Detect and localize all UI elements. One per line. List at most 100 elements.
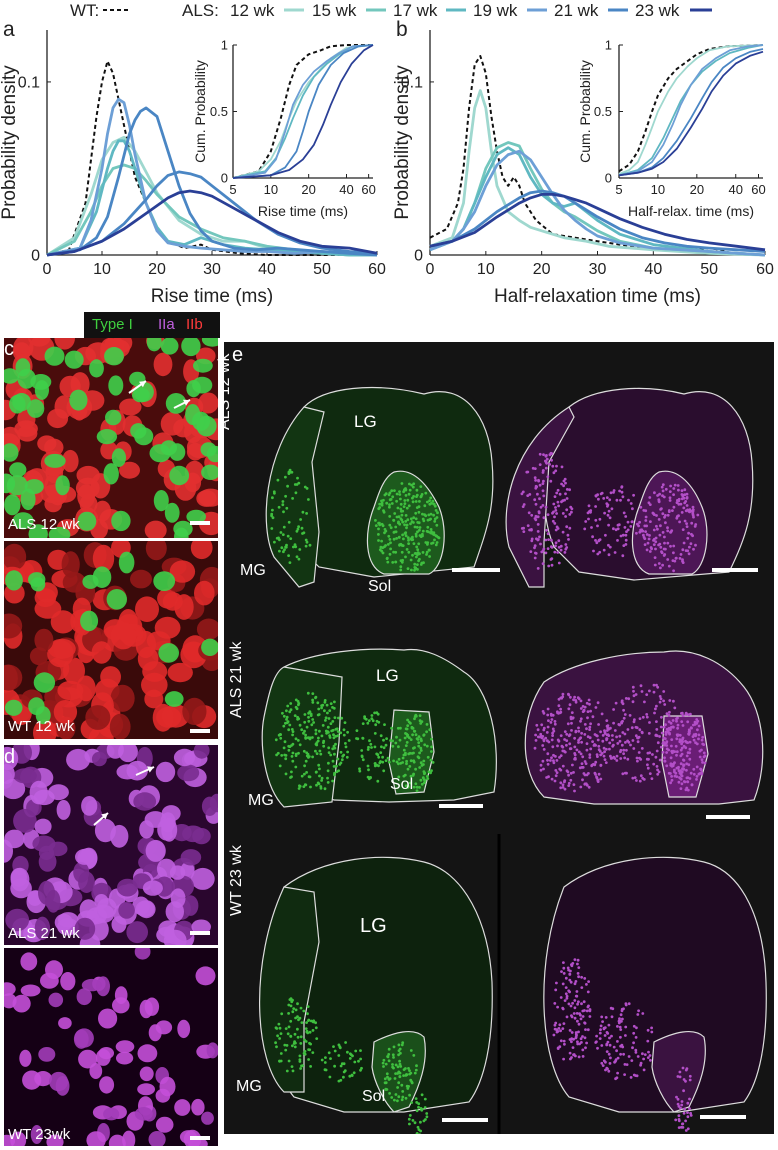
fiber-dot xyxy=(546,513,550,516)
fiber-dot xyxy=(525,470,529,474)
fiber-dot xyxy=(546,475,550,479)
fiber-dot xyxy=(310,723,314,727)
fiber-dot xyxy=(419,485,423,488)
fiber-dot xyxy=(568,990,571,994)
fiber-dot xyxy=(414,567,417,570)
fiber-dot xyxy=(629,502,633,505)
fiber-dot xyxy=(332,733,335,737)
fiber-dot xyxy=(597,497,600,501)
fiber-dot xyxy=(623,1063,627,1066)
fiber-dot xyxy=(319,752,323,756)
fiber-dot xyxy=(370,717,374,720)
fiber-dot xyxy=(345,755,349,759)
fiber-dot xyxy=(405,506,409,510)
fiber-dot xyxy=(435,523,439,527)
muscle-fiber xyxy=(109,713,131,739)
fiber-dot xyxy=(627,1055,631,1058)
fiber-dot xyxy=(420,561,424,565)
b-main-xtick-label: 50 xyxy=(700,261,718,278)
fiber-dot xyxy=(592,762,595,766)
fiber-dot xyxy=(408,1069,411,1072)
fiber-dot xyxy=(414,534,418,538)
fiber-dot xyxy=(393,512,397,515)
fiber-dot xyxy=(580,740,583,744)
fiber-dot xyxy=(423,504,427,508)
fiber-dot xyxy=(646,1039,650,1043)
fiber-dot xyxy=(634,1048,638,1052)
fiber-dot xyxy=(619,1052,622,1056)
fiber-dot xyxy=(605,719,609,722)
fiber-dot xyxy=(533,546,536,550)
muscle-fiber-dots xyxy=(270,451,707,1134)
fiber-dot xyxy=(302,785,306,788)
fiber-dot xyxy=(430,745,433,749)
fiber-dot xyxy=(635,779,638,782)
fiber-dot xyxy=(670,744,673,748)
fiber-dot xyxy=(596,755,599,758)
fiber-dot xyxy=(400,1083,404,1087)
fiber-dot xyxy=(608,741,612,745)
fiber-dot xyxy=(576,1040,579,1044)
fiber-dot xyxy=(350,1074,354,1077)
fiber-dot xyxy=(654,547,657,551)
fiber-dot xyxy=(311,698,314,702)
fiber-dot xyxy=(326,725,330,729)
fiber-dot xyxy=(375,711,379,715)
fiber-dot xyxy=(418,766,422,769)
fiber-dot xyxy=(396,1086,399,1089)
fiber-dot xyxy=(520,492,524,496)
fiber-dot xyxy=(588,756,592,759)
muscle-fiber xyxy=(60,972,76,991)
fiber-dot xyxy=(291,759,295,763)
fiber-dot xyxy=(603,732,607,735)
fiber-dot xyxy=(579,719,582,723)
fiber-dot xyxy=(536,530,540,533)
muscle-fiber xyxy=(111,448,126,467)
fiber-dot xyxy=(620,485,624,489)
fiber-dot xyxy=(682,1111,686,1115)
fiber-dot xyxy=(634,1051,638,1054)
fiber-dot xyxy=(410,1081,414,1085)
fiber-dot xyxy=(662,699,665,703)
muscle-fiber xyxy=(137,646,159,671)
fiber-dot xyxy=(427,548,431,552)
fiber-dot xyxy=(285,1069,289,1073)
fiber-dot xyxy=(669,781,672,785)
fiber-dot xyxy=(592,549,595,553)
fiber-dot xyxy=(295,555,299,559)
fiber-dot xyxy=(539,763,543,767)
fiber-dot xyxy=(318,767,321,771)
fiber-dot xyxy=(411,485,415,489)
fiber-dot xyxy=(674,556,678,560)
row3-label: WT 23 wk xyxy=(228,845,245,916)
fiber-dot xyxy=(287,1003,291,1007)
muscle-fiber xyxy=(34,818,52,835)
fiber-dot xyxy=(302,1009,306,1013)
fiber-dot xyxy=(665,747,669,751)
fiber-dot xyxy=(403,502,407,505)
fiber-dot xyxy=(307,715,310,719)
fiber-dot xyxy=(564,547,568,551)
muscle-fiber xyxy=(74,917,96,940)
fiber-dot xyxy=(612,708,615,711)
fiber-dot xyxy=(389,498,393,501)
fiber-dot xyxy=(307,498,310,501)
fiber-dot xyxy=(331,779,334,783)
fiber-dot xyxy=(682,780,686,783)
fiber-dot xyxy=(425,730,428,734)
fiber-dot xyxy=(273,540,276,544)
fiber-dot xyxy=(685,768,688,772)
fiber-dot xyxy=(570,729,573,732)
fiber-dot xyxy=(636,736,640,740)
fiber-dot xyxy=(554,1021,558,1025)
fiber-dot xyxy=(528,493,532,496)
fiber-dot xyxy=(645,548,649,552)
fiber-dot xyxy=(608,1036,611,1040)
b-main-xtick-label: 10 xyxy=(477,261,495,278)
fiber-dot xyxy=(391,739,394,743)
fiber-dot xyxy=(572,1037,575,1041)
fiber-dot xyxy=(555,981,558,985)
fiber-dot xyxy=(430,769,433,772)
fiber-dot xyxy=(634,725,638,729)
fiber-dot xyxy=(615,759,619,762)
